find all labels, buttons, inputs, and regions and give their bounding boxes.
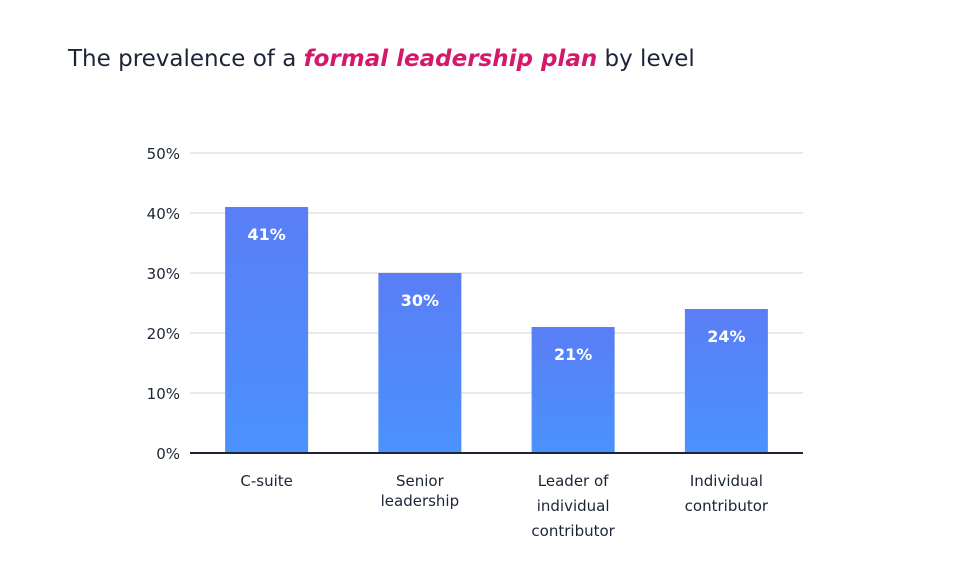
x-tick-label: Leader of individual contributor [531,472,615,540]
bar-value-label: 21% [554,345,592,364]
y-axis: 0% 10% 20% 30% 40% 50% [147,145,180,463]
bars: 41% 30% 21% 24% [190,207,803,454]
x-tick-label-line: leadership [381,492,460,510]
bar [378,273,462,453]
bar-value-label: 24% [707,327,745,346]
x-tick-label-line: Leader of [538,472,609,490]
bar [684,309,768,453]
bar [531,327,615,453]
chart-title: The prevalence of a formal leadership pl… [68,46,695,72]
x-axis: C-suite Senior leadership Leader of individu… [240,472,769,540]
y-tick-label: 0% [156,445,180,463]
y-tick-label: 10% [147,385,180,403]
bar-value-label: 41% [247,225,285,244]
x-tick-label-line: Individual [690,472,763,490]
x-tick-label: C-suite [240,472,293,490]
x-tick-label: Individual contributor [685,472,769,515]
title-prefix: The prevalence of a [68,46,304,72]
x-tick-label-line: Senior [396,472,445,490]
x-tick-label-line: contributor [685,497,769,515]
bar-value-label: 30% [401,291,439,310]
x-tick-label: Senior leadership [381,472,460,510]
bar [225,207,309,453]
title-suffix: by level [597,46,695,72]
y-tick-label: 20% [147,325,180,343]
x-tick-label-line: C-suite [240,472,293,490]
x-tick-label-line: contributor [531,522,615,540]
x-tick-label-line: individual [537,497,610,515]
title-highlight: formal leadership plan [303,46,598,72]
y-tick-label: 50% [147,145,180,163]
y-tick-label: 40% [147,205,180,223]
y-tick-label: 30% [147,265,180,283]
